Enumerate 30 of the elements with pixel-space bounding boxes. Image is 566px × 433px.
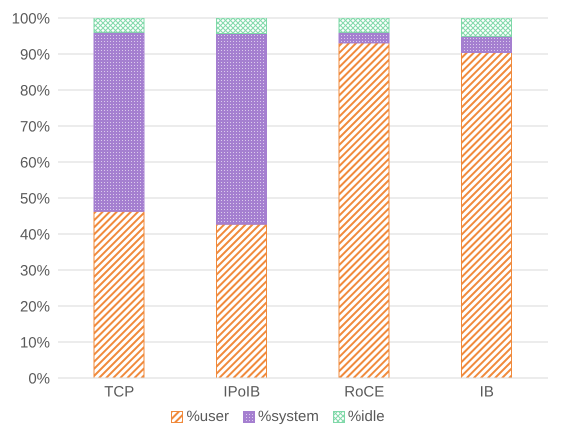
x-tick-label: RoCE — [344, 384, 384, 401]
y-tick-label: 10% — [20, 334, 50, 352]
legend-label: %system — [258, 408, 319, 425]
x-tick-label: TCP — [104, 384, 134, 401]
bar — [216, 18, 267, 34]
y-tick-label: 100% — [12, 10, 50, 28]
y-tick-label: 60% — [20, 154, 50, 172]
legend-label: %user — [186, 408, 229, 425]
x-tick-label: IB — [480, 384, 494, 401]
y-tick-label: 90% — [20, 46, 50, 64]
y-tick-label: 80% — [20, 82, 50, 100]
bar — [461, 36, 512, 54]
bar — [216, 32, 267, 225]
y-tick-label: 0% — [28, 370, 50, 388]
bar — [216, 224, 267, 378]
bar — [338, 18, 390, 33]
bar — [94, 210, 144, 378]
bar — [338, 32, 390, 44]
y-tick-label: 50% — [20, 190, 50, 208]
y-tick-label: 40% — [20, 226, 50, 244]
bar — [94, 32, 144, 212]
y-tick-label: 30% — [20, 262, 50, 280]
y-tick-label: 70% — [20, 118, 50, 136]
y-tick-label: 20% — [20, 298, 50, 316]
bar — [461, 52, 512, 378]
x-tick-label: IPoIB — [223, 384, 260, 401]
legend-label: %idle — [348, 408, 385, 425]
bar — [94, 18, 144, 33]
bar — [461, 18, 512, 37]
bar — [338, 42, 390, 378]
